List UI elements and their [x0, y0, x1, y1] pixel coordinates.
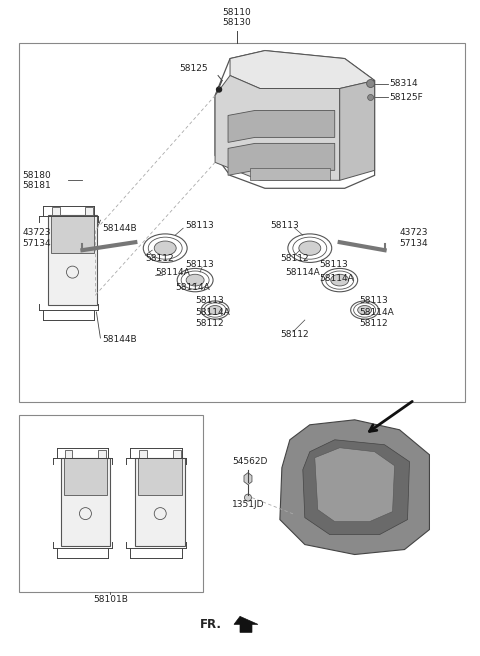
Ellipse shape — [299, 241, 321, 255]
Text: 58314: 58314 — [390, 79, 418, 88]
Polygon shape — [215, 75, 340, 180]
Circle shape — [367, 79, 374, 87]
Text: 58114A: 58114A — [320, 274, 355, 283]
Text: 58112: 58112 — [280, 254, 309, 262]
Bar — [50, 215, 95, 253]
Polygon shape — [340, 81, 374, 180]
Circle shape — [216, 87, 222, 92]
Text: 58113: 58113 — [185, 220, 214, 230]
Text: 58113: 58113 — [360, 296, 388, 304]
Bar — [48, 215, 97, 305]
Ellipse shape — [154, 241, 176, 255]
Bar — [98, 450, 107, 458]
Bar — [138, 458, 182, 495]
Bar — [51, 207, 60, 215]
Text: 58112: 58112 — [360, 319, 388, 327]
Text: 58125: 58125 — [179, 64, 207, 73]
Bar — [135, 458, 185, 546]
Polygon shape — [250, 169, 330, 180]
Text: 58144B: 58144B — [102, 224, 137, 233]
Polygon shape — [280, 420, 430, 554]
Text: 57134: 57134 — [23, 239, 51, 248]
Ellipse shape — [331, 274, 348, 286]
Polygon shape — [234, 617, 258, 632]
Text: 58180: 58180 — [23, 171, 51, 180]
Bar — [60, 458, 110, 546]
Text: 58113: 58113 — [320, 260, 348, 269]
Text: 54562D: 54562D — [232, 457, 267, 466]
Text: 58130: 58130 — [223, 18, 252, 27]
Polygon shape — [244, 473, 252, 485]
Circle shape — [368, 94, 373, 100]
Polygon shape — [303, 440, 409, 535]
Bar — [19, 43, 465, 402]
Text: FR.: FR. — [200, 618, 222, 631]
Text: 58114A: 58114A — [195, 308, 230, 317]
Text: 58114A: 58114A — [285, 268, 320, 277]
Text: 1351JD: 1351JD — [232, 500, 264, 509]
Text: 43723: 43723 — [399, 228, 428, 237]
Text: 58181: 58181 — [23, 181, 51, 190]
Polygon shape — [230, 51, 374, 89]
Text: 58114A: 58114A — [155, 268, 190, 277]
Ellipse shape — [186, 274, 204, 286]
Polygon shape — [228, 110, 335, 142]
Ellipse shape — [358, 306, 372, 315]
Text: 58110: 58110 — [223, 8, 252, 17]
Text: 58113: 58113 — [270, 220, 299, 230]
Bar — [139, 450, 147, 458]
Text: 58113: 58113 — [195, 296, 224, 304]
Text: 58114A: 58114A — [175, 283, 210, 291]
Ellipse shape — [208, 306, 222, 315]
Text: 58112: 58112 — [195, 319, 224, 327]
Text: 58101B: 58101B — [93, 595, 128, 604]
Text: 58125F: 58125F — [390, 93, 423, 102]
Text: 57134: 57134 — [399, 239, 428, 248]
Text: 43723: 43723 — [23, 228, 51, 237]
Bar — [19, 415, 203, 592]
Bar — [64, 450, 72, 458]
Text: 58112: 58112 — [280, 331, 309, 340]
Text: 58144B: 58144B — [102, 335, 137, 344]
Bar — [173, 450, 181, 458]
Circle shape — [244, 494, 252, 501]
Polygon shape — [228, 144, 335, 175]
Bar — [85, 207, 94, 215]
Text: 58114A: 58114A — [360, 308, 395, 317]
Text: 58112: 58112 — [145, 254, 174, 262]
Polygon shape — [315, 448, 395, 522]
Text: 58113: 58113 — [185, 260, 214, 269]
Bar — [63, 458, 108, 495]
